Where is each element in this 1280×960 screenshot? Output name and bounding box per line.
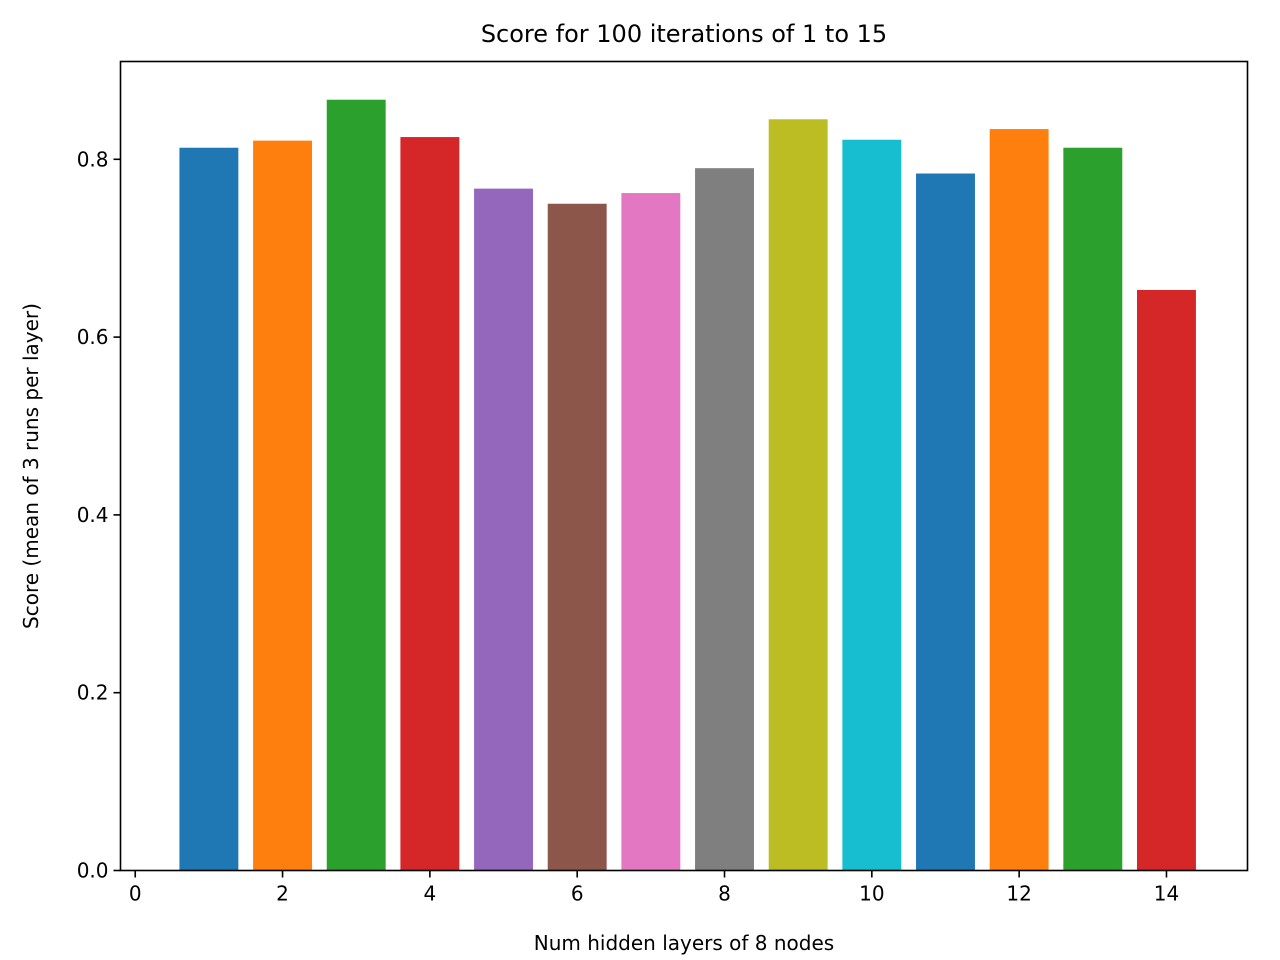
x-axis-label: Num hidden layers of 8 nodes bbox=[534, 931, 834, 955]
bar-7 bbox=[621, 193, 681, 871]
x-tick-label: 6 bbox=[571, 882, 584, 906]
x-tick-label: 4 bbox=[424, 882, 437, 906]
y-tick-label: 0.0 bbox=[77, 859, 109, 883]
x-tick-label: 14 bbox=[1154, 882, 1179, 906]
y-tick-label: 0.6 bbox=[77, 325, 109, 349]
bars-group bbox=[179, 99, 1196, 871]
bar-13 bbox=[1063, 147, 1123, 871]
plot-frame bbox=[119, 60, 1249, 872]
x-tick-label: 0 bbox=[129, 882, 142, 906]
x-tick-label: 12 bbox=[1006, 882, 1031, 906]
x-tick-label: 10 bbox=[859, 882, 884, 906]
bar-14 bbox=[1137, 289, 1196, 871]
y-axis-label: Score (mean of 3 runs per layer) bbox=[19, 303, 43, 629]
y-tick-label: 0.8 bbox=[77, 147, 109, 171]
chart-title: Score for 100 iterations of 1 to 15 bbox=[481, 20, 887, 48]
bar-4 bbox=[400, 137, 460, 871]
x-tick-label: 2 bbox=[276, 882, 289, 906]
bar-12 bbox=[989, 129, 1049, 871]
x-tick-label: 8 bbox=[718, 882, 731, 906]
y-tick-label: 0.2 bbox=[77, 681, 109, 705]
bar-9 bbox=[768, 119, 828, 871]
y-tick-label: 0.4 bbox=[77, 503, 109, 527]
bar-10 bbox=[842, 139, 902, 871]
bar-1 bbox=[179, 147, 239, 871]
bar-3 bbox=[326, 99, 386, 871]
bar-11 bbox=[916, 173, 975, 871]
bar-2 bbox=[253, 140, 313, 871]
x-axis-ticks: 0 2 4 6 8 10 12 14 bbox=[129, 870, 1179, 906]
y-axis-ticks: 0.0 0.2 0.4 0.6 0.8 bbox=[77, 147, 121, 883]
bar-5 bbox=[474, 188, 533, 871]
bar-8 bbox=[695, 168, 754, 871]
bar-6 bbox=[547, 203, 607, 871]
